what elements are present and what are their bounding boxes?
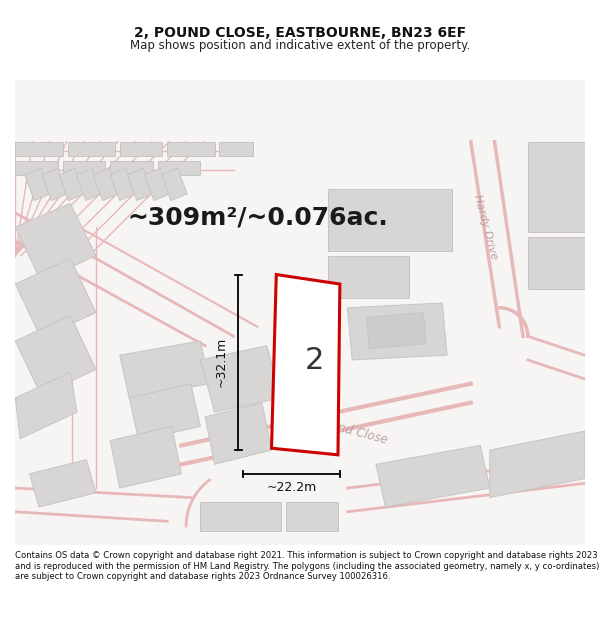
Polygon shape [367, 312, 426, 349]
Polygon shape [16, 316, 96, 395]
Polygon shape [528, 142, 584, 232]
Polygon shape [328, 189, 452, 251]
Text: 2: 2 [304, 346, 323, 375]
Polygon shape [119, 341, 210, 398]
Polygon shape [200, 346, 281, 412]
Polygon shape [220, 142, 253, 156]
Polygon shape [59, 168, 85, 201]
Polygon shape [16, 161, 58, 175]
Text: Hardy Drive: Hardy Drive [472, 194, 499, 261]
Text: Map shows position and indicative extent of the property.: Map shows position and indicative extent… [130, 39, 470, 52]
Polygon shape [205, 402, 272, 464]
Text: 2, POUND CLOSE, EASTBOURNE, BN23 6EF: 2, POUND CLOSE, EASTBOURNE, BN23 6EF [134, 26, 466, 40]
Polygon shape [119, 142, 163, 156]
Polygon shape [272, 274, 340, 455]
Polygon shape [161, 168, 187, 201]
Polygon shape [16, 203, 96, 281]
Polygon shape [110, 168, 136, 201]
Text: Contains OS data © Crown copyright and database right 2021. This information is : Contains OS data © Crown copyright and d… [15, 551, 599, 581]
Polygon shape [200, 503, 281, 531]
Polygon shape [110, 161, 153, 175]
Polygon shape [29, 459, 96, 507]
Polygon shape [16, 142, 63, 156]
Polygon shape [16, 372, 77, 439]
Polygon shape [25, 168, 50, 201]
Polygon shape [347, 303, 447, 360]
Polygon shape [127, 168, 153, 201]
Text: ~22.2m: ~22.2m [266, 481, 317, 494]
Polygon shape [110, 426, 181, 488]
Polygon shape [376, 446, 490, 507]
Polygon shape [328, 256, 409, 298]
Polygon shape [67, 142, 115, 156]
Polygon shape [286, 503, 338, 531]
Text: ~309m²/~0.076ac.: ~309m²/~0.076ac. [127, 206, 388, 229]
Text: Pound Close: Pound Close [316, 416, 389, 447]
Polygon shape [76, 168, 101, 201]
Polygon shape [528, 237, 584, 289]
Polygon shape [93, 168, 119, 201]
Polygon shape [42, 168, 67, 201]
Polygon shape [16, 258, 96, 338]
Polygon shape [158, 161, 200, 175]
Polygon shape [167, 142, 215, 156]
Polygon shape [145, 168, 170, 201]
Text: ~32.1m: ~32.1m [215, 338, 228, 388]
Polygon shape [129, 384, 200, 441]
Polygon shape [490, 431, 584, 498]
Polygon shape [63, 161, 106, 175]
